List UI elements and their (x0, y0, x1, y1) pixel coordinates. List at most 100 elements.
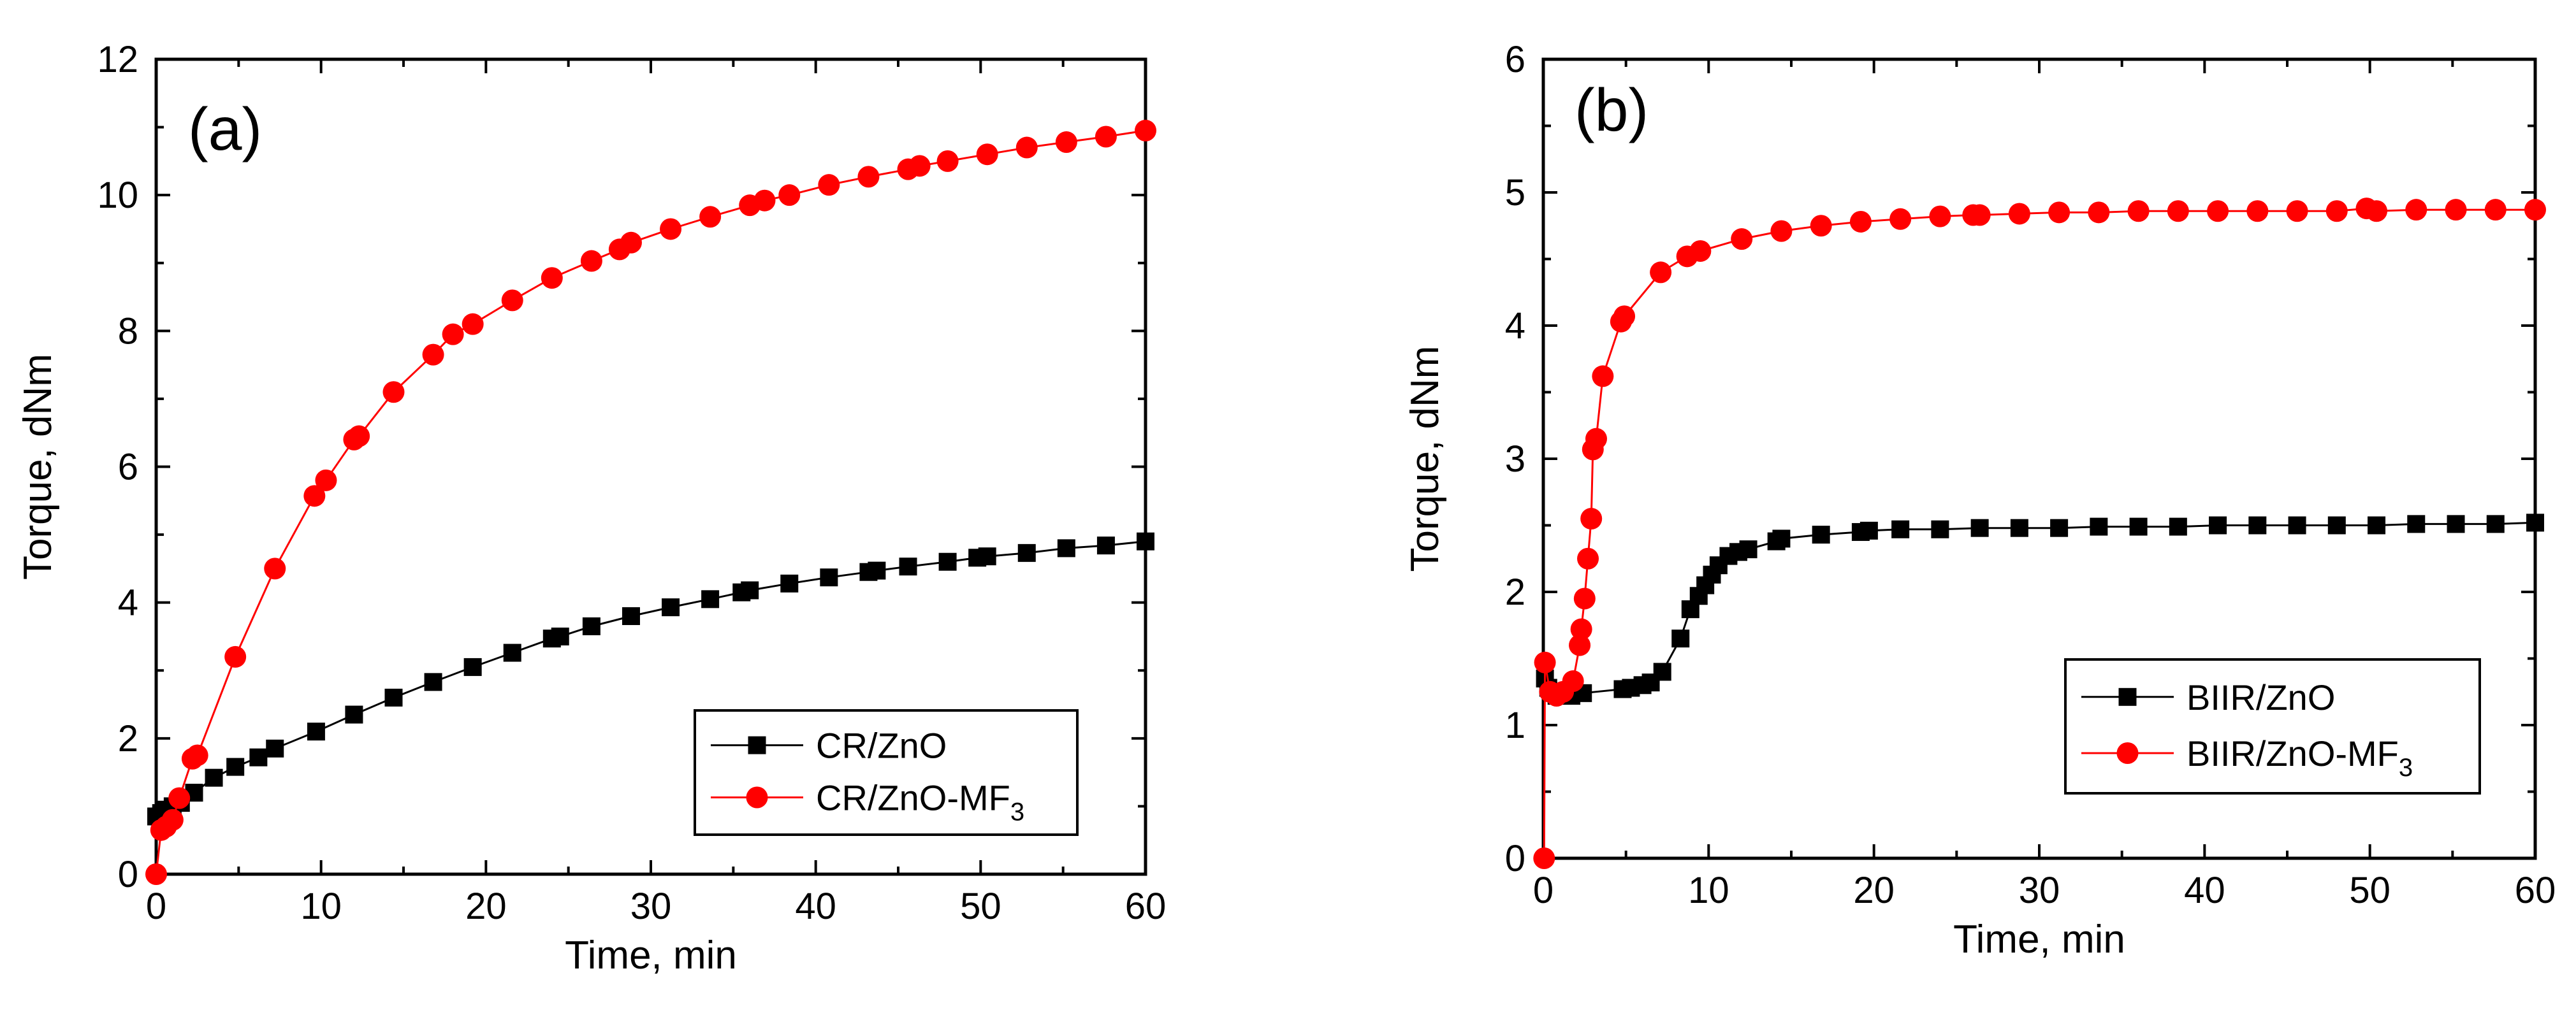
y-axis-title: Torque, dNm (1403, 346, 1447, 572)
legend: BIIR/ZnO BIIR/ZnO-MF3 (2064, 658, 2481, 795)
legend-label-subscript: 3 (1010, 798, 1024, 826)
data-point-square (551, 627, 569, 645)
data-point-square (938, 552, 957, 571)
legend-label-base: BIIR/ZnO-MF (2187, 733, 2399, 774)
data-point-square (1970, 519, 1989, 537)
data-point-circle (1929, 205, 1951, 227)
x-tick-label: 50 (960, 886, 1001, 927)
legend: CR/ZnO CR/ZnO-MF3 (694, 709, 1079, 836)
y-tick-label: 0 (118, 854, 138, 895)
data-point-circle (2484, 199, 2507, 221)
data-point-circle (1650, 261, 1672, 284)
legend-label: BIIR/ZnO-MF3 (2187, 733, 2413, 782)
data-point-square (1891, 520, 1910, 538)
data-point-square (503, 644, 521, 662)
data-point-circle (1770, 220, 1793, 242)
series-biir-zno (1536, 514, 2544, 705)
data-point-circle (1573, 587, 1596, 610)
data-point-square (1096, 536, 1115, 555)
data-point-circle (2048, 201, 2070, 224)
x-tick-label: 60 (1125, 886, 1167, 927)
data-point-square (205, 768, 223, 787)
data-point-circle (422, 343, 444, 366)
data-point-square (2407, 515, 2426, 533)
data-point-circle (2008, 203, 2030, 225)
data-point-circle (1689, 240, 1712, 262)
data-point-square (899, 558, 917, 576)
data-point-circle (620, 231, 642, 254)
y-tick-label: 4 (1505, 305, 1525, 347)
data-point-circle (186, 744, 208, 767)
data-point-circle (2445, 199, 2467, 221)
data-point-circle (1968, 204, 1991, 226)
data-point-circle (264, 558, 286, 580)
data-point-circle (1562, 670, 1584, 693)
data-point-circle (818, 174, 840, 196)
data-point-square (384, 688, 403, 707)
data-point-square (2050, 519, 2069, 537)
data-point-square (2010, 519, 2028, 537)
y-tick-label: 2 (118, 718, 138, 759)
data-point-circle (660, 218, 682, 240)
data-point-square (868, 561, 886, 580)
legend-label-subscript: 3 (2399, 754, 2413, 782)
data-point-circle (1570, 618, 1592, 640)
data-point-square (1017, 543, 1036, 562)
y-tick-label: 4 (118, 582, 138, 624)
data-point-circle (224, 645, 247, 668)
data-point-circle (303, 485, 326, 507)
data-point-square (2447, 515, 2465, 533)
data-point-circle (908, 155, 931, 177)
x-axis-title: Time, min (1953, 918, 2125, 961)
data-point-circle (2207, 200, 2229, 222)
x-tick-label: 10 (300, 886, 342, 927)
data-point-circle (1534, 651, 1556, 673)
x-tick-label: 20 (465, 886, 507, 927)
data-point-square (820, 568, 838, 587)
data-point-circle (936, 150, 959, 172)
data-point-square (1772, 529, 1791, 548)
legend-marker-circle (2116, 742, 2139, 764)
data-point-square (2248, 516, 2267, 535)
data-point-circle (2405, 199, 2427, 221)
chart-panel-b: 0 10 20 30 40 50 60 0 1 2 3 4 5 6 Time, min Torque, dNm… (1403, 39, 2556, 961)
data-point-square (424, 673, 442, 691)
data-point-square (307, 723, 325, 741)
data-point-square (2486, 515, 2505, 533)
data-point-circle (1533, 847, 1555, 869)
y-tick-label: 8 (118, 310, 138, 352)
x-tick-label: 0 (1533, 870, 1554, 911)
data-point-square (249, 748, 268, 767)
x-tick-label: 0 (146, 886, 166, 927)
data-point-square (1812, 526, 1830, 544)
data-point-circle (857, 166, 880, 188)
x-tick-label: 60 (2515, 870, 2556, 911)
data-point-circle (2167, 200, 2189, 222)
legend-label-base: CR/ZnO-MF (816, 778, 1010, 818)
data-point-circle (1577, 547, 1599, 570)
data-point-circle (2127, 200, 2150, 222)
data-point-square (2526, 514, 2544, 532)
data-point-circle (1585, 428, 1607, 450)
data-point-square (266, 739, 284, 758)
data-point-square (1653, 663, 1671, 681)
data-point-circle (1592, 365, 1614, 387)
data-point-circle (315, 469, 337, 491)
data-point-circle (1889, 208, 1912, 230)
data-point-square (226, 758, 245, 776)
series-biir-zno-mf3 (1533, 198, 2546, 869)
data-point-circle (1613, 305, 1636, 328)
y-axis-title: Torque, dNm (16, 354, 60, 580)
data-point-square (2129, 517, 2148, 536)
panel-label: (a) (188, 96, 262, 163)
legend-label: CR/ZnO (816, 726, 947, 766)
data-point-circle (1810, 215, 1832, 237)
data-point-circle (1055, 131, 1077, 154)
data-point-square (582, 617, 600, 635)
data-point-circle (2366, 200, 2388, 222)
data-point-circle (2088, 201, 2110, 224)
data-point-circle (501, 289, 523, 312)
x-tick-label: 30 (630, 886, 672, 927)
y-tick-label: 5 (1505, 172, 1525, 213)
